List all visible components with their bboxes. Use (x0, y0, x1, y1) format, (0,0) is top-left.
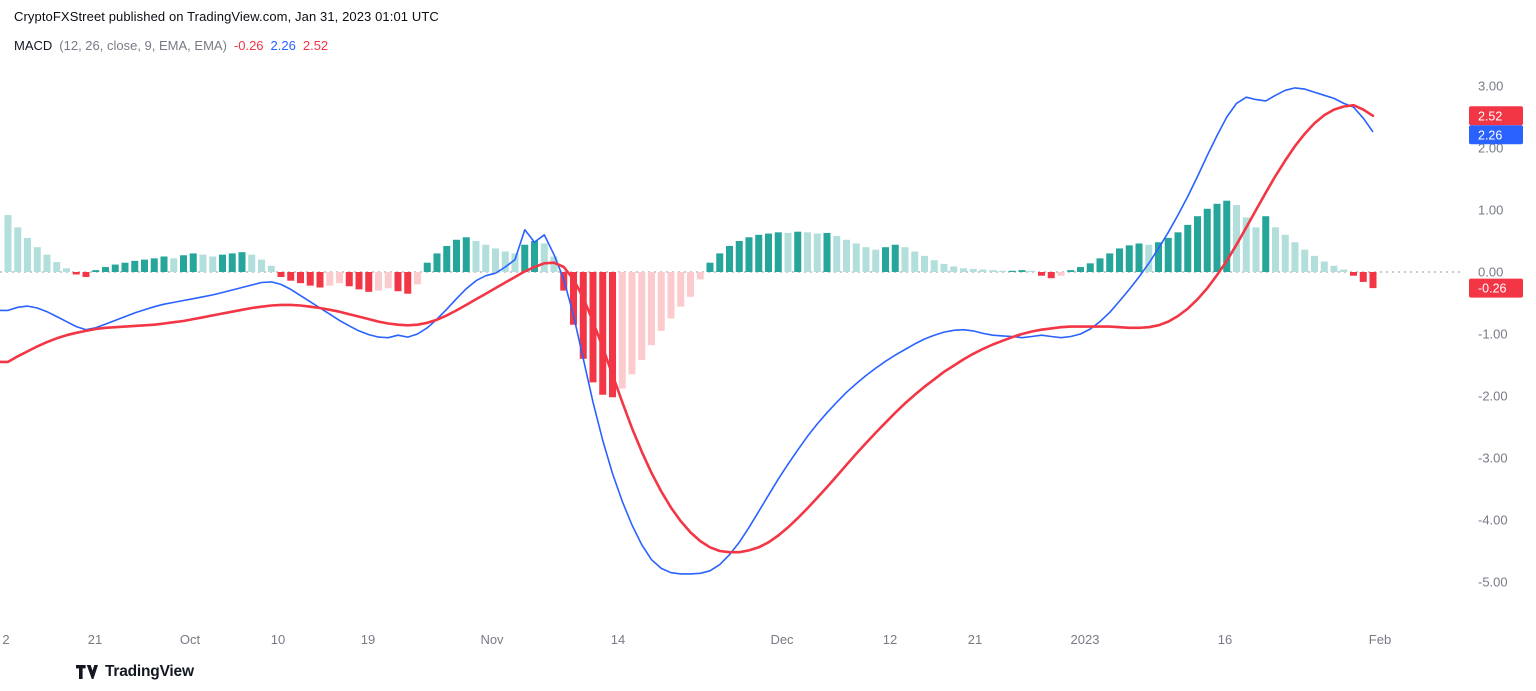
svg-text:19: 19 (361, 632, 375, 647)
tradingview-logo-text: TradingView (105, 663, 194, 680)
svg-text:-4.00: -4.00 (1478, 513, 1508, 528)
indicator-legend: MACD (12, 26, close, 9, EMA, EMA) -0.26 … (14, 38, 328, 53)
svg-text:3.00: 3.00 (1478, 79, 1503, 94)
svg-text:-2.00: -2.00 (1478, 389, 1508, 404)
svg-text:Oct: Oct (180, 632, 201, 647)
svg-text:2: 2 (2, 632, 9, 647)
svg-text:-0.26: -0.26 (1478, 282, 1507, 296)
svg-text:Nov: Nov (480, 632, 504, 647)
time-scale[interactable]: 2 21 Oct 10 19 Nov 14 Dec 12 21 2023 16 Feb (2, 632, 1391, 647)
tradingview-branding[interactable]: TradingView (76, 663, 194, 681)
svg-text:Feb: Feb (1369, 632, 1391, 647)
svg-text:-3.00: -3.00 (1478, 451, 1508, 466)
histogram-bars (4, 200, 1377, 398)
indicator-title[interactable]: MACD (14, 38, 53, 53)
svg-text:Dec: Dec (770, 632, 794, 647)
price-scale[interactable]: 3.002.001.000.00-1.00-2.00-3.00-4.00-5.0… (1478, 79, 1508, 590)
svg-text:14: 14 (611, 632, 625, 647)
svg-text:-1.00: -1.00 (1478, 327, 1508, 342)
svg-text:21: 21 (968, 632, 982, 647)
signal-line (0, 103, 1375, 554)
svg-text:1.00: 1.00 (1478, 203, 1503, 218)
indicator-params: (12, 26, close, 9, EMA, EMA) (59, 38, 227, 53)
svg-text:12: 12 (883, 632, 897, 647)
legend-value-histogram: -0.26 (233, 38, 264, 53)
price-badges: 2.52 2.26 -0.26 (1469, 106, 1523, 298)
svg-text:16: 16 (1218, 632, 1232, 647)
svg-text:2.26: 2.26 (1478, 128, 1502, 142)
macd-line (0, 87, 1374, 575)
svg-text:21: 21 (88, 632, 102, 647)
svg-text:-5.00: -5.00 (1478, 575, 1508, 590)
svg-text:2.52: 2.52 (1478, 109, 1502, 123)
legend-value-signal: 2.52 (302, 38, 329, 53)
svg-text:2023: 2023 (1071, 632, 1100, 647)
tradingview-logo-icon (76, 665, 98, 679)
svg-text:0.00: 0.00 (1478, 265, 1503, 280)
svg-text:10: 10 (271, 632, 285, 647)
legend-value-macd: 2.26 (270, 38, 296, 53)
attribution-text: CryptoFXStreet published on TradingView.… (14, 9, 439, 24)
